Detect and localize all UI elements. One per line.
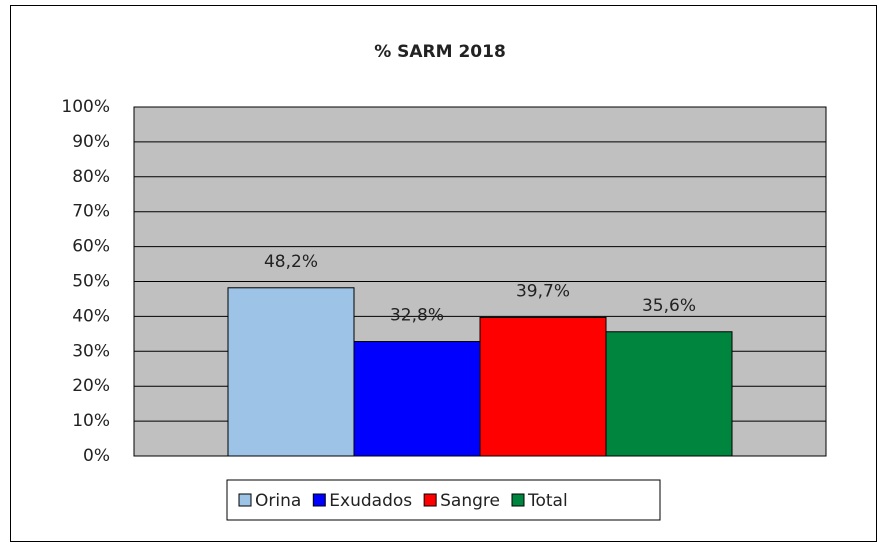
data-label: 39,7% [516,281,570,301]
bar [353,341,481,457]
data-label: 48,2% [264,252,318,272]
legend-swatch [423,493,437,507]
bar [605,331,733,457]
y-tick-label: 10% [72,411,110,431]
y-tick-label: 100% [61,97,110,117]
legend-swatch [511,493,525,507]
y-tick-label: 90% [72,132,110,152]
y-tick-label: 70% [72,202,110,222]
y-tick-label: 0% [83,446,110,466]
legend-swatch [238,493,252,507]
data-label: 35,6% [642,296,696,316]
y-tick-label: 50% [72,272,110,292]
y-tick-label: 30% [72,341,110,361]
y-tick-label: 40% [72,306,110,326]
legend-box [226,479,661,521]
y-tick-label: 20% [72,376,110,396]
legend-label: Sangre [440,491,500,511]
y-tick-label: 80% [72,167,110,187]
bar [479,316,607,457]
bar [227,287,355,457]
chart-title: % SARM 2018 [374,42,506,62]
legend-label: Orina [255,491,301,511]
legend-label: Total [527,491,568,511]
y-tick-label: 60% [72,237,110,257]
data-label: 32,8% [390,306,444,326]
legend-swatch [312,493,326,507]
legend-label: Exudados [329,491,412,511]
